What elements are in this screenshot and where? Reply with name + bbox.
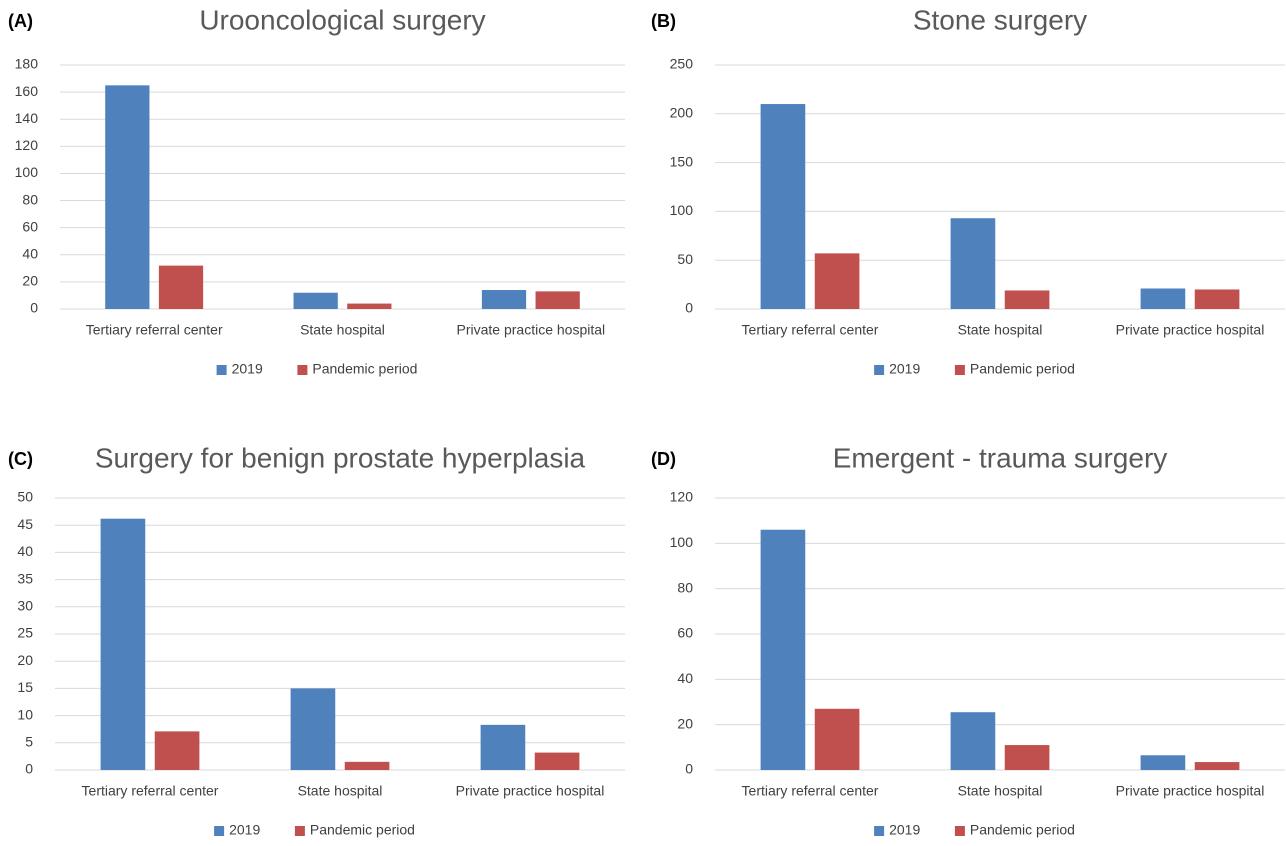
bar	[1194, 289, 1240, 309]
y-tick-label: 50	[677, 251, 693, 267]
y-tick-label: 80	[22, 191, 38, 207]
y-tick-label: 30	[17, 598, 33, 614]
bar	[1140, 755, 1186, 770]
panel-label: (B)	[651, 11, 676, 31]
legend-label: Pandemic period	[310, 822, 415, 838]
legend-swatch	[294, 826, 305, 836]
bar	[154, 731, 200, 770]
y-tick-label: 20	[22, 273, 38, 289]
x-tick-label: State hospital	[958, 783, 1043, 799]
bar	[950, 712, 996, 770]
bar	[293, 292, 338, 309]
x-tick-label: Tertiary referral center	[86, 322, 223, 338]
bar	[1140, 288, 1186, 309]
panel-label: (D)	[651, 449, 676, 469]
x-tick-label: Tertiary referral center	[742, 783, 879, 799]
bar	[480, 724, 526, 770]
y-tick-label: 100	[670, 202, 694, 218]
y-tick-label: 120	[15, 137, 39, 153]
bar	[950, 218, 996, 309]
bar	[105, 85, 150, 309]
y-tick-label: 25	[17, 625, 33, 641]
x-tick-label: State hospital	[298, 783, 383, 799]
y-tick-label: 100	[15, 164, 39, 180]
legend-label: 2019	[232, 361, 263, 377]
bar	[760, 104, 806, 309]
chart-title: Emergent - trauma surgery	[833, 442, 1168, 473]
bar	[158, 265, 204, 309]
bar	[1004, 745, 1050, 770]
y-tick-label: 250	[670, 56, 694, 72]
chart-title: Urooncological surgery	[199, 4, 485, 35]
legend-label: 2019	[889, 361, 920, 377]
y-tick-label: 0	[25, 761, 33, 777]
bar	[535, 291, 580, 309]
legend-swatch	[297, 365, 308, 375]
y-tick-label: 20	[677, 715, 693, 731]
bar	[814, 708, 860, 770]
y-tick-label: 40	[22, 245, 38, 261]
x-tick-label: State hospital	[958, 322, 1043, 338]
x-tick-label: Tertiary referral center	[742, 322, 879, 338]
x-tick-label: Private practice hospital	[457, 322, 606, 338]
chart-title: Surgery for benign prostate hyperplasia	[95, 442, 586, 473]
y-tick-label: 100	[670, 534, 694, 550]
legend-label: Pandemic period	[970, 361, 1075, 377]
y-tick-label: 60	[22, 218, 38, 234]
x-tick-label: Private practice hospital	[1116, 322, 1265, 338]
legend-label: 2019	[229, 822, 260, 838]
bar	[481, 290, 527, 309]
y-tick-label: 40	[677, 670, 693, 686]
panel-label: (C)	[8, 449, 33, 469]
y-tick-label: 160	[15, 83, 39, 99]
bar	[100, 518, 146, 770]
x-tick-label: Private practice hospital	[456, 783, 605, 799]
x-tick-label: Tertiary referral center	[82, 783, 219, 799]
y-tick-label: 10	[17, 706, 33, 722]
legend-swatch	[874, 826, 885, 836]
legend-swatch	[954, 826, 965, 836]
y-tick-label: 200	[670, 105, 694, 121]
legend-label: Pandemic period	[312, 361, 417, 377]
y-tick-label: 0	[685, 300, 693, 316]
bar	[290, 688, 336, 770]
bar	[344, 761, 390, 770]
y-tick-label: 35	[17, 570, 33, 586]
legend-swatch	[954, 365, 965, 375]
y-tick-label: 15	[17, 679, 33, 695]
x-tick-label: Private practice hospital	[1116, 783, 1265, 799]
chart-title: Stone surgery	[913, 4, 1087, 35]
legend-swatch	[874, 365, 885, 375]
y-tick-label: 180	[15, 56, 39, 72]
bar	[760, 529, 806, 770]
y-tick-label: 120	[670, 489, 694, 505]
y-tick-label: 45	[17, 516, 33, 532]
x-tick-label: State hospital	[300, 322, 385, 338]
y-tick-label: 0	[30, 300, 38, 316]
bar	[1004, 290, 1050, 309]
legend-swatch	[216, 365, 227, 375]
legend-label: 2019	[889, 822, 920, 838]
y-tick-label: 40	[17, 543, 33, 559]
y-tick-label: 5	[25, 734, 33, 750]
y-tick-label: 0	[685, 761, 693, 777]
bar	[1194, 762, 1240, 770]
bar	[814, 253, 860, 309]
bar	[347, 303, 392, 309]
panel-label: (A)	[8, 11, 33, 31]
y-tick-label: 150	[670, 153, 694, 169]
y-tick-label: 50	[17, 489, 33, 505]
y-tick-label: 140	[15, 110, 39, 126]
legend-label: Pandemic period	[970, 822, 1075, 838]
bar	[534, 752, 580, 770]
legend-swatch	[214, 826, 225, 836]
y-tick-label: 60	[677, 625, 693, 641]
y-tick-label: 20	[17, 652, 33, 668]
y-tick-label: 80	[677, 579, 693, 595]
